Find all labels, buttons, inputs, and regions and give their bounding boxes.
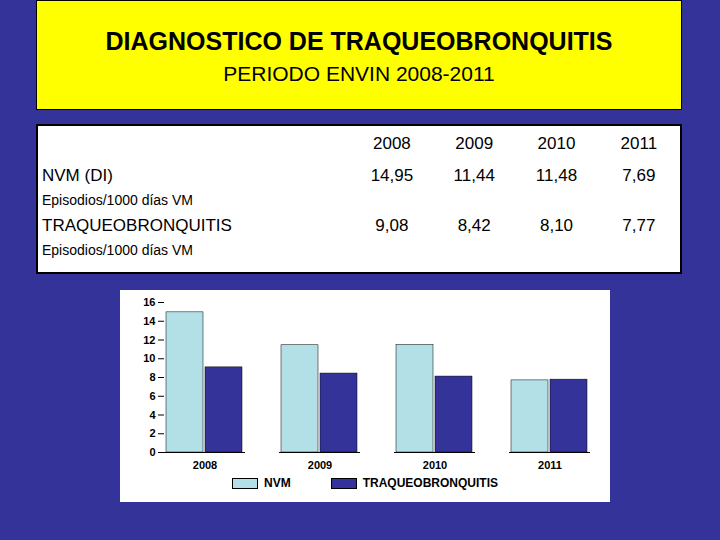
html-text:2008: 2008	[373, 134, 411, 153]
html-text:Episodios/1000 días VM: Episodios/1000 días VM	[42, 242, 193, 258]
html-text:NVM: NVM	[264, 476, 291, 490]
svg-text:14: 14	[143, 315, 156, 327]
svg-text:2010: 2010	[423, 459, 447, 471]
html-text:NVM (DI): NVM (DI)	[42, 166, 113, 185]
html-text:14,95: 14,95	[370, 166, 414, 185]
html-text:7,69: 7,69	[622, 166, 656, 185]
svg-text:2009: 2009	[308, 459, 332, 471]
html-text:9,08: 9,08	[375, 216, 409, 235]
html-text:8,42: 8,42	[457, 216, 491, 235]
html-text:TRAQUEOBRONQUITIS: TRAQUEOBRONQUITIS	[42, 216, 232, 235]
svg-text:12: 12	[143, 334, 155, 346]
svg-text:2008: 2008	[193, 459, 217, 471]
html-text:7,77: 7,77	[622, 216, 656, 235]
svg-text:2: 2	[149, 427, 155, 439]
html-text:8,10: 8,10	[540, 216, 573, 235]
svg-text:16: 16	[143, 296, 155, 308]
html-text:11,44: 11,44	[453, 166, 495, 185]
svg-text:8: 8	[149, 371, 155, 383]
html-text:Episodios/1000 días VM: Episodios/1000 días VM	[42, 192, 193, 208]
html-text:PERIODO ENVIN 2008-2011: PERIODO ENVIN 2008-2011	[223, 62, 495, 85]
html-text:2010: 2010	[537, 134, 576, 153]
html-text:DIAGNOSTICO DE TRAQUEOBRONQUIT: DIAGNOSTICO DE TRAQUEOBRONQUITIS	[105, 27, 613, 55]
svg-text:10: 10	[143, 352, 155, 364]
svg-text:4: 4	[149, 409, 156, 421]
svg-text:0: 0	[149, 446, 155, 458]
html-text:2009: 2009	[455, 134, 494, 153]
html-text:11,48: 11,48	[535, 166, 578, 185]
html-text:TRAQUEOBRONQUITIS: TRAQUEOBRONQUITIS	[362, 476, 498, 490]
html-text:2011: 2011	[620, 134, 658, 153]
svg-text:6: 6	[149, 390, 155, 402]
svg-text:2011: 2011	[538, 459, 562, 471]
